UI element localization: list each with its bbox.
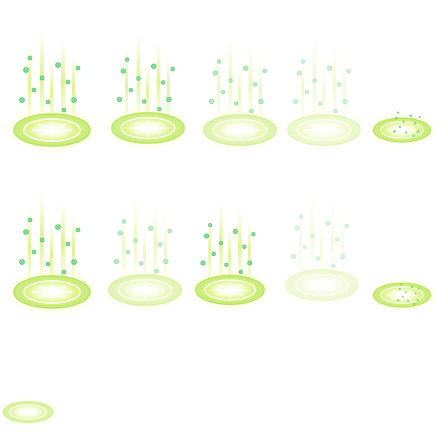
frame-1 (4, 30, 100, 154)
row-3 (0, 395, 60, 429)
frame-6 (4, 192, 100, 316)
frame-9 (276, 190, 367, 308)
row-2 (4, 190, 439, 316)
row-1 (4, 30, 439, 154)
frame-4 (278, 35, 369, 153)
frame-5 (365, 111, 439, 149)
frame-10 (365, 276, 439, 314)
frame-7 (99, 195, 190, 313)
frame-11 (0, 395, 60, 429)
frame-8 (187, 200, 273, 312)
frame-2 (102, 33, 193, 151)
frame-3 (194, 35, 285, 153)
